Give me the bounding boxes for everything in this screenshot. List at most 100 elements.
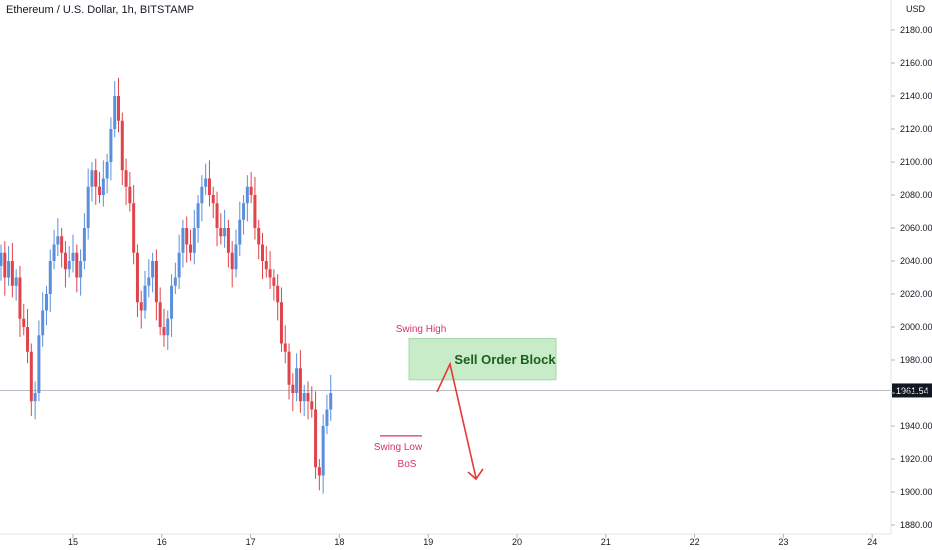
- bos-label: BoS: [398, 459, 417, 470]
- candle-body: [238, 219, 242, 245]
- candle-body: [204, 178, 208, 187]
- candle-body: [207, 178, 211, 195]
- candle-body: [109, 129, 113, 162]
- candle-body: [226, 228, 230, 253]
- time-tick-label: 18: [334, 537, 344, 547]
- candle-body: [257, 228, 261, 245]
- candle-body: [22, 318, 26, 327]
- candle-body: [261, 244, 265, 261]
- candle-body: [52, 244, 56, 261]
- candle-body: [295, 368, 299, 393]
- candle-body: [230, 252, 234, 270]
- candle-body: [196, 203, 200, 228]
- price-tick-label: 2120.00: [900, 124, 932, 134]
- candle-body: [177, 252, 181, 278]
- candle-body: [48, 261, 52, 294]
- candle-body: [279, 302, 283, 344]
- time-tick-label: 16: [157, 537, 167, 547]
- time-tick-label: 17: [246, 537, 256, 547]
- candle-body: [71, 252, 75, 261]
- candle-body: [3, 252, 7, 278]
- candle-body: [63, 252, 67, 270]
- time-tick-label: 21: [601, 537, 611, 547]
- candle-body: [170, 285, 174, 319]
- price-tick-label: 2020.00: [900, 289, 932, 299]
- candle-body: [314, 409, 318, 468]
- candle-body: [245, 186, 249, 204]
- candle-body: [215, 203, 219, 228]
- time-tick-label: 15: [68, 537, 78, 547]
- candle-body: [234, 244, 238, 270]
- candle-body: [329, 393, 333, 410]
- candle-body: [325, 409, 329, 426]
- time-tick-label: 23: [778, 537, 788, 547]
- sell-order-block-box: [408, 338, 557, 381]
- price-tick-label: 1900.00: [900, 487, 932, 497]
- swing-high-label: Swing High: [396, 324, 447, 335]
- candle-body: [253, 195, 257, 228]
- candle-body: [276, 285, 280, 303]
- candle-body: [310, 401, 314, 410]
- candle-body: [189, 244, 192, 253]
- candle-body: [86, 186, 90, 228]
- price-axis[interactable]: 2180.00 2160.00 2140.00 2120.00 2100.00 2080.…: [890, 0, 932, 534]
- candle-body: [166, 318, 170, 336]
- candle-body: [67, 261, 71, 270]
- price-tick-label: 1940.00: [900, 421, 932, 431]
- candle-body: [139, 302, 143, 311]
- candle-body: [264, 261, 268, 270]
- candle-body: [242, 203, 246, 220]
- candle-body: [124, 170, 128, 187]
- time-tick-label: 20: [512, 537, 522, 547]
- candle-body: [291, 384, 295, 393]
- candle-body: [10, 261, 14, 286]
- swing-low-label: Swing Low: [374, 442, 423, 453]
- candle-body: [101, 178, 105, 195]
- candle-body: [26, 327, 30, 352]
- candle-body: [0, 252, 3, 266]
- candle-body: [113, 96, 117, 129]
- candle-body: [158, 302, 162, 327]
- candle-body: [135, 252, 139, 303]
- candle-body: [41, 310, 45, 336]
- price-tick-label: 2180.00: [900, 25, 932, 35]
- price-tick-label: 2140.00: [900, 91, 932, 101]
- candles: [0, 77, 333, 494]
- time-axis[interactable]: 15 16 17 18 19 20 21 22 23 24: [0, 533, 891, 547]
- candle-body: [211, 195, 215, 204]
- candle-body: [181, 228, 185, 253]
- annotations: Swing High Swing Low BoS: [374, 324, 484, 481]
- candle-body: [98, 186, 102, 195]
- candle-body: [268, 269, 272, 278]
- candle-body: [44, 294, 48, 311]
- candle-body: [283, 343, 287, 352]
- candle-body: [147, 277, 151, 286]
- candle-body: [173, 277, 177, 286]
- last-price-line: 1961.54: [0, 383, 932, 398]
- price-tick-label: 1960.00: [900, 388, 932, 398]
- candle-body: [192, 228, 196, 253]
- price-tick-label: 2160.00: [900, 58, 932, 68]
- candle-body: [151, 261, 155, 278]
- candle-body: [60, 236, 64, 253]
- candle-body: [298, 368, 302, 402]
- candle-body: [219, 228, 223, 237]
- price-tick-label: 2100.00: [900, 157, 932, 167]
- candle-body: [287, 351, 291, 385]
- time-tick-label: 19: [423, 537, 433, 547]
- candle-body: [75, 252, 79, 278]
- candle-body: [132, 203, 136, 253]
- time-tick-label: 24: [867, 537, 877, 547]
- candle-body: [302, 393, 306, 402]
- candle-body: [105, 162, 109, 179]
- last-price-tag: [892, 383, 932, 398]
- candle-body: [321, 426, 325, 476]
- last-price-label: 1961.54: [896, 386, 929, 396]
- candle-body: [185, 228, 189, 245]
- candle-body: [223, 228, 227, 237]
- candle-body: [90, 170, 94, 187]
- price-tick-label: 2060.00: [900, 223, 932, 233]
- candle-body: [143, 285, 147, 311]
- candle-body: [94, 170, 98, 187]
